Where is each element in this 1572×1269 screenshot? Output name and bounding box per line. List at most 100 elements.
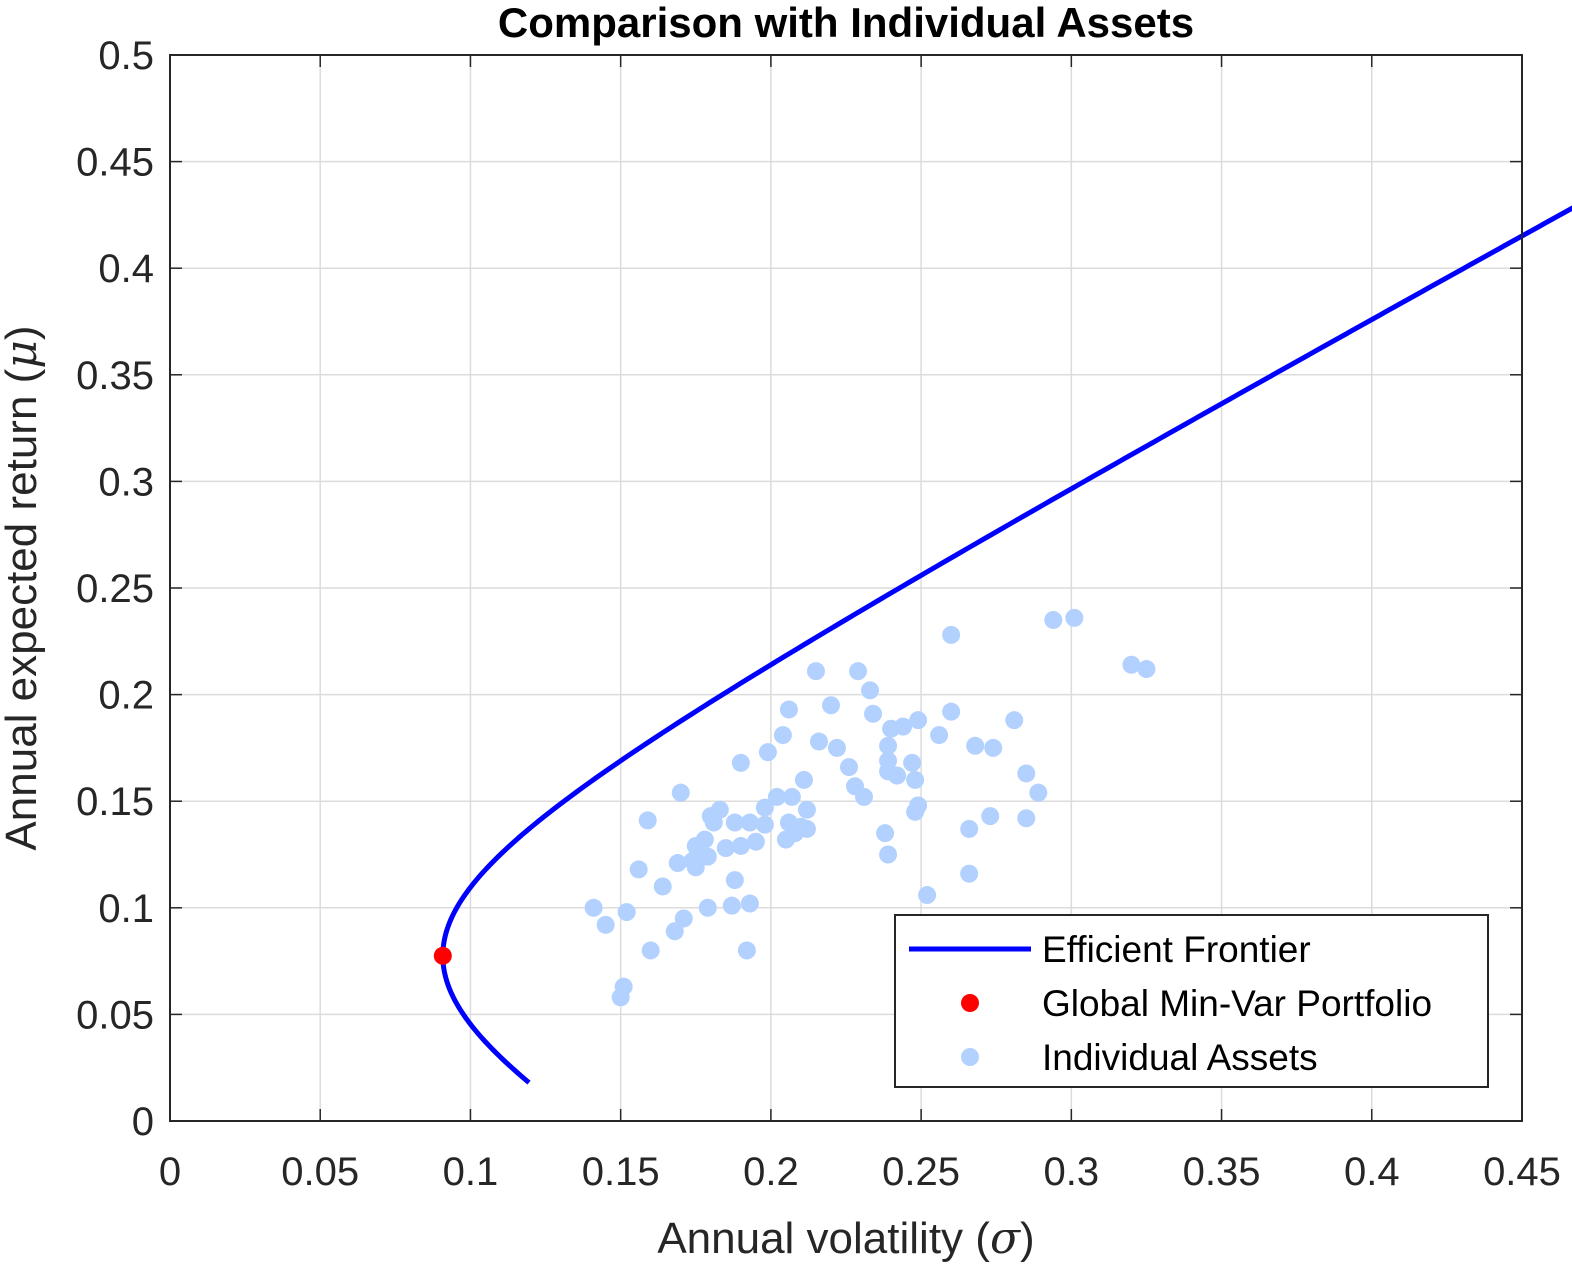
asset-point [1005,711,1024,730]
asset-point [725,871,744,890]
y-axis-label-text: Annual expected return [0,396,46,851]
asset-point [861,681,880,700]
y-tick-label: 0.25 [76,567,154,611]
asset-point [758,743,777,762]
x-axis-label-paren-open: ( [963,1214,990,1263]
asset-point [984,738,1003,757]
y-axis-label-paren-open: ( [0,368,46,395]
asset-point [767,787,786,806]
asset-point [966,736,985,755]
x-tick-label: 0.25 [882,1150,960,1194]
y-tick-label: 0.4 [98,247,154,291]
asset-point [960,864,979,883]
x-tick-label: 0 [159,1150,181,1194]
asset-point [942,702,961,721]
y-axis-label: Annual expected return (μ) [0,325,47,850]
asset-point [879,736,898,755]
asset-point [629,860,648,879]
asset-point [794,770,813,789]
y-tick-label: 0.2 [98,674,154,718]
x-tick-label: 0.15 [582,1150,660,1194]
asset-point [1017,809,1036,828]
x-axis-label-text: Annual volatility [657,1214,963,1263]
asset-point [686,858,705,877]
asset-point [698,898,717,917]
x-axis-label-paren-close: ) [1020,1214,1035,1263]
y-tick-label: 0.5 [98,34,154,78]
legend-box [894,914,1489,1088]
y-tick-label: 0.35 [76,354,154,398]
asset-point [909,711,928,730]
asset-point [740,813,759,832]
asset-point [746,832,765,851]
asset-point [716,839,735,858]
y-tick-labels: 0 0.05 0.1 0.15 0.2 0.25 0.3 0.35 0.4 0.45 0.5 [76,34,154,1144]
asset-point [906,770,925,789]
asset-point [779,700,798,719]
asset-point [797,800,816,819]
y-tick-label: 0.05 [76,993,154,1037]
asset-point [960,819,979,838]
chart-title: Comparison with Individual Assets [498,0,1194,46]
x-axis-symbol: σ [990,1213,1022,1264]
asset-point [710,800,729,819]
asset-point [827,738,846,757]
y-axis-label-paren-close: ) [0,325,46,340]
asset-point [695,830,714,849]
asset-point [1029,783,1048,802]
x-tick-label: 0.3 [1044,1150,1100,1194]
y-tick-label: 0.1 [98,887,154,931]
asset-point [665,922,684,941]
x-tick-label: 0.2 [743,1150,799,1194]
efficient-frontier-line [440,205,1572,1085]
legend-label: Global Min-Var Portfolio [1042,983,1432,1024]
asset-point [797,819,816,838]
legend-swatch-assets [961,1048,979,1066]
legend-label: Individual Assets [1042,1037,1318,1078]
asset-point [614,977,633,996]
asset-point [879,845,898,864]
asset-point [1044,610,1063,629]
asset-point [903,753,922,772]
asset-point [638,811,657,830]
asset-point [981,807,1000,826]
asset-point [722,896,741,915]
x-tick-label: 0.4 [1344,1150,1400,1194]
asset-point [725,813,744,832]
asset-point [849,662,868,681]
x-tick-label: 0.1 [443,1150,499,1194]
y-tick-label: 0.45 [76,141,154,185]
asset-point [821,696,840,715]
asset-point [584,898,603,917]
asset-point [855,787,874,806]
asset-point [888,766,907,785]
asset-point [596,915,615,934]
asset-point [773,726,792,745]
asset-point [698,847,717,866]
y-axis-symbol: μ [0,340,47,369]
asset-point [840,758,859,777]
asset-point [809,732,828,751]
asset-point [737,941,756,960]
asset-point [755,798,774,817]
legend-label: Efficient Frontier [1042,929,1311,970]
asset-point [671,783,690,802]
asset-point [1065,608,1084,627]
legend-swatch-min-var [961,994,979,1012]
asset-point [1122,655,1141,674]
asset-point [876,824,895,843]
min-var-point [433,946,452,965]
asset-point [641,941,660,960]
asset-point [674,909,693,928]
asset-point [617,903,636,922]
asset-point [731,836,750,855]
asset-point [1017,764,1036,783]
asset-point [782,787,801,806]
asset-point [806,662,825,681]
asset-point [1137,660,1156,679]
x-tick-label: 0.35 [1183,1150,1261,1194]
x-axis-label: Annual volatility (σ) [657,1213,1034,1264]
y-tick-label: 0.15 [76,780,154,824]
y-tick-label: 0.3 [98,460,154,504]
